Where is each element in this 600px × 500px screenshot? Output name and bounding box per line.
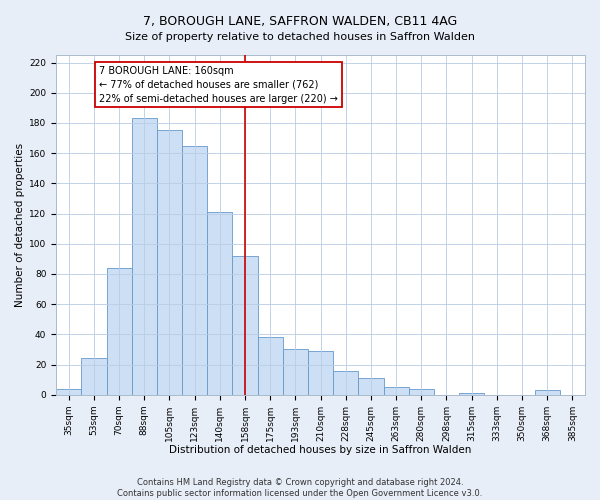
Bar (535, 390, 560, 394)
Text: 7, BOROUGH LANE, SAFFRON WALDEN, CB11 4AG: 7, BOROUGH LANE, SAFFRON WALDEN, CB11 4A… (143, 15, 457, 28)
Bar (207, 212, 232, 394)
X-axis label: Distribution of detached houses by size in Saffron Walden: Distribution of detached houses by size … (169, 445, 472, 455)
Text: Size of property relative to detached houses in Saffron Walden: Size of property relative to detached ho… (125, 32, 475, 42)
Bar (283, 350, 308, 395)
Text: Contains HM Land Registry data © Crown copyright and database right 2024.
Contai: Contains HM Land Registry data © Crown c… (118, 478, 482, 498)
Bar (383, 387, 409, 394)
Bar (182, 146, 207, 394)
Bar (409, 388, 434, 394)
Bar (459, 393, 484, 394)
Bar (333, 370, 358, 394)
Bar (358, 378, 383, 394)
Bar (107, 268, 131, 394)
Bar (308, 351, 333, 395)
Bar (56, 388, 82, 394)
Y-axis label: Number of detached properties: Number of detached properties (15, 143, 25, 307)
Text: 7 BOROUGH LANE: 160sqm
← 77% of detached houses are smaller (762)
22% of semi-de: 7 BOROUGH LANE: 160sqm ← 77% of detached… (99, 66, 338, 104)
Bar (232, 256, 257, 394)
Bar (131, 118, 157, 394)
Bar (257, 338, 283, 394)
Bar (82, 358, 107, 394)
Bar (157, 130, 182, 394)
